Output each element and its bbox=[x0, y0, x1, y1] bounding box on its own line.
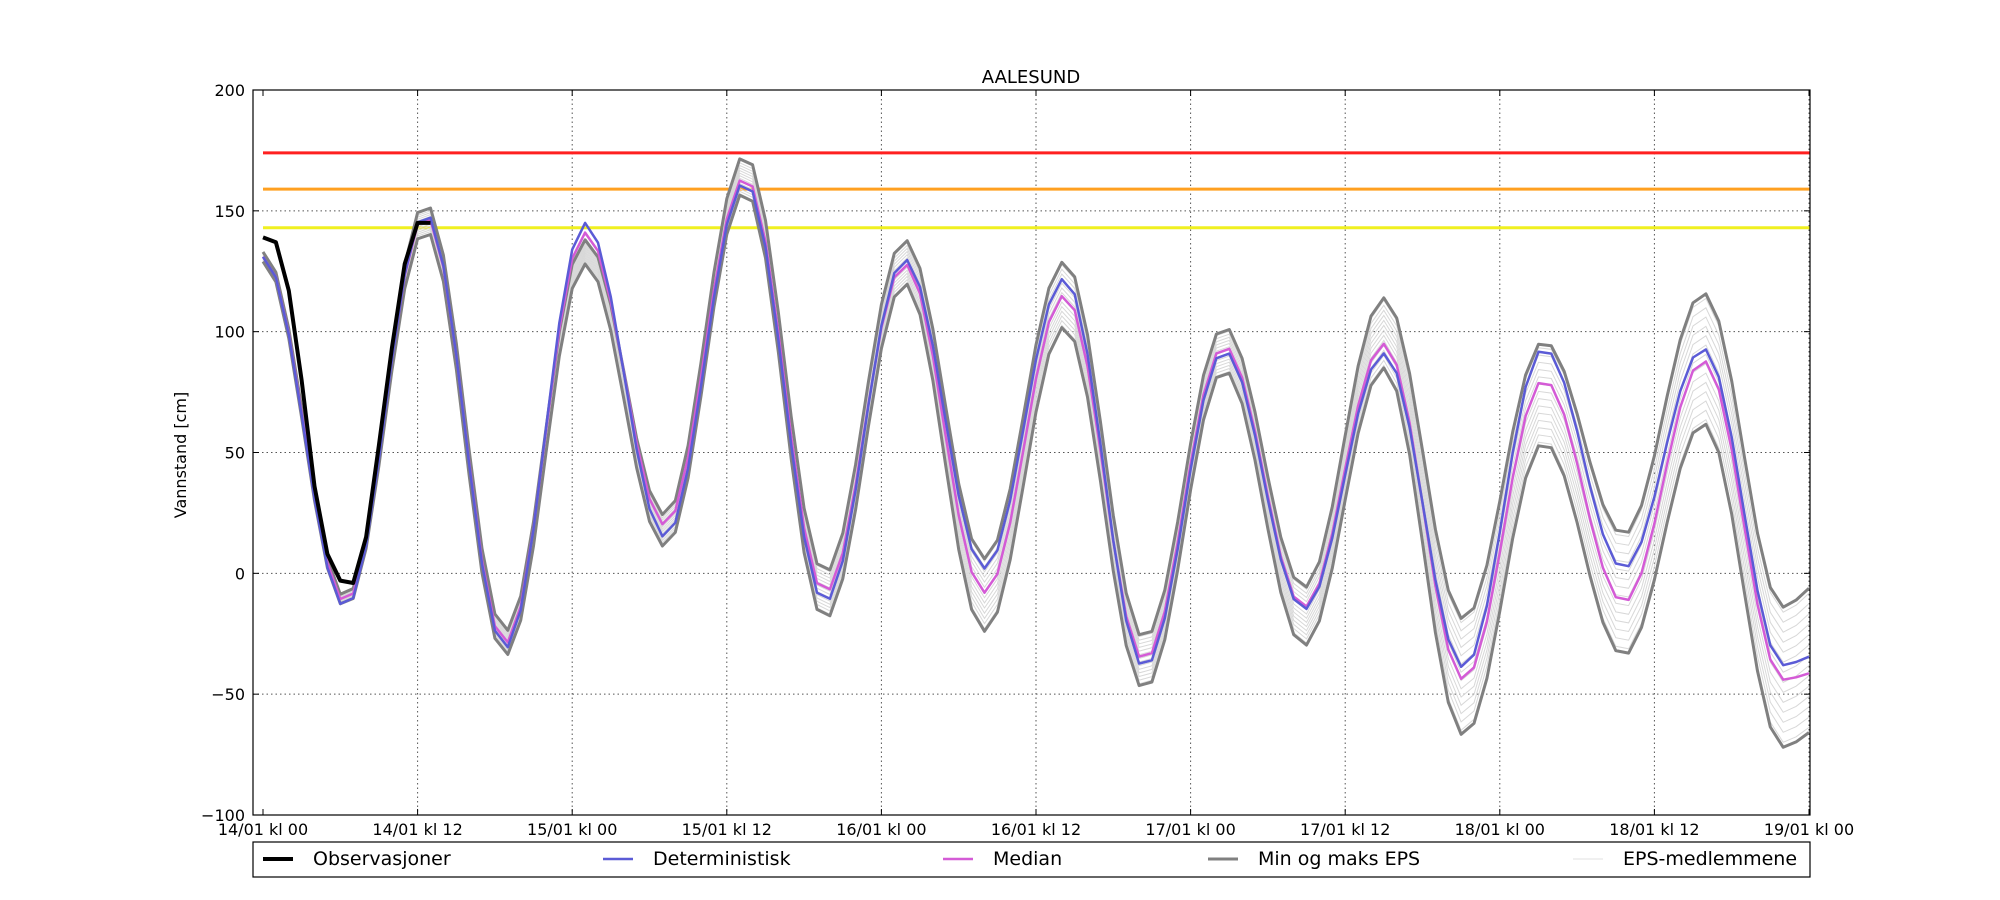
observations-line bbox=[262, 220, 431, 585]
x-tick-label: 18/01 kl 00 bbox=[1455, 820, 1545, 839]
y-tick-label: 50 bbox=[225, 444, 245, 463]
eps-minmax-line bbox=[261, 157, 1811, 637]
threshold-lines bbox=[263, 151, 1810, 230]
eps-minmax-line bbox=[261, 193, 1810, 749]
y-tick-label: 200 bbox=[214, 81, 245, 100]
y-tick-label: 100 bbox=[214, 323, 245, 342]
legend-label: Median bbox=[993, 848, 1062, 870]
chart-title: AALESUND bbox=[982, 67, 1080, 88]
legend-label: Min og maks EPS bbox=[1258, 848, 1420, 870]
y-tick-label: −50 bbox=[211, 685, 245, 704]
grid-lines bbox=[253, 90, 1810, 815]
x-tick-label: 16/01 kl 12 bbox=[991, 820, 1081, 839]
x-tick-label: 19/01 kl 00 bbox=[1764, 820, 1854, 839]
deterministic-line bbox=[261, 184, 1810, 669]
y-tick-label: −100 bbox=[201, 806, 245, 825]
y-tick-label: 0 bbox=[235, 564, 245, 583]
x-tick-label: 17/01 kl 12 bbox=[1300, 820, 1390, 839]
y-axis-ticks: −100 −50 0 50 100 150 200 bbox=[201, 81, 1810, 825]
y-axis-label: Vannstand [cm] bbox=[171, 392, 190, 518]
x-tick-label: 14/01 kl 00 bbox=[218, 820, 308, 839]
x-tick-label: 15/01 kl 00 bbox=[527, 820, 617, 839]
legend-label: Observasjoner bbox=[313, 848, 451, 870]
x-tick-label: 15/01 kl 12 bbox=[682, 820, 772, 839]
x-tick-label: 17/01 kl 00 bbox=[1145, 820, 1235, 839]
legend-frame bbox=[252, 841, 1811, 878]
x-tick-label: 16/01 kl 00 bbox=[836, 820, 926, 839]
x-tick-label: 18/01 kl 12 bbox=[1609, 820, 1699, 839]
y-tick-label: 150 bbox=[214, 202, 245, 221]
x-tick-label: 14/01 kl 12 bbox=[372, 820, 462, 839]
legend-label: EPS-medlemmene bbox=[1623, 848, 1797, 870]
plot-area-frame bbox=[252, 89, 1811, 816]
series-lines bbox=[261, 157, 1811, 749]
legend-label: Deterministisk bbox=[653, 848, 791, 870]
x-axis-ticks: 14/01 kl 00 14/01 kl 12 15/01 kl 00 15/01 k… bbox=[218, 90, 1854, 839]
legend: Observasjoner Deterministisk Median Min og … bbox=[252, 841, 1811, 878]
